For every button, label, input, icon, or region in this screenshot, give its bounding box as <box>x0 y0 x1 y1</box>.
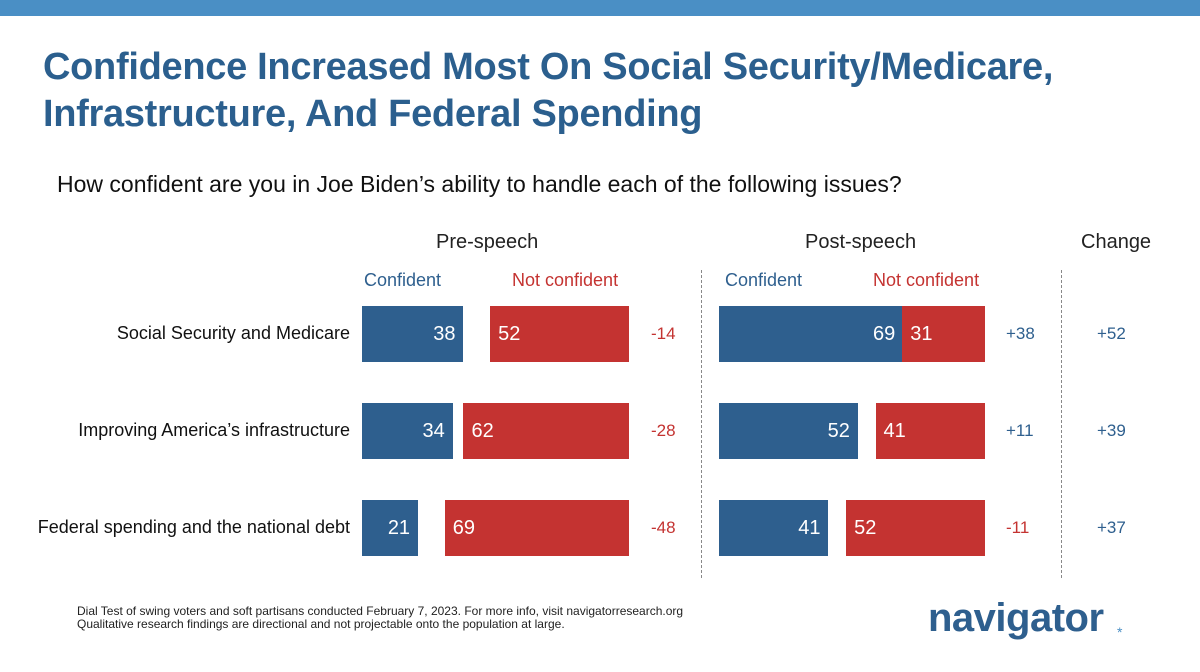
group-header-post: Post-speech <box>805 231 917 253</box>
bar-post-not-confident: 52 <box>846 500 985 556</box>
legend-pre-not-confident: Not confident <box>512 270 619 290</box>
post-net-label: -11 <box>1006 518 1030 537</box>
change-label: +37 <box>1097 518 1126 537</box>
bar-pre-confident: 34 <box>362 403 453 459</box>
row-label: Federal spending and the national debt <box>37 517 350 537</box>
bar-post-confident: 69 <box>719 306 904 362</box>
change-label: +39 <box>1097 421 1126 440</box>
bar-pre-not-confident: 62 <box>463 403 629 459</box>
top-accent-bar <box>0 0 1200 16</box>
row-label: Improving America’s infrastructure <box>78 420 350 440</box>
legend-post-not-confident: Not confident <box>873 270 980 290</box>
row-label: Social Security and Medicare <box>116 323 350 343</box>
bar-post-not-confident: 31 <box>902 306 985 362</box>
legend-post-confident: Confident <box>725 270 803 290</box>
navigator-logo: navigator <box>928 596 1104 640</box>
bar-post-confident: 52 <box>719 403 858 459</box>
group-header-change: Change <box>1081 231 1152 253</box>
pre-net-label: -28 <box>651 421 676 440</box>
bar-pre-confident: 38 <box>362 306 464 362</box>
legend-pre-confident: Confident <box>364 270 442 290</box>
logo-star-icon: * <box>1117 624 1123 640</box>
bar-pre-not-confident: 52 <box>490 306 629 362</box>
bar-pre-not-confident: 69 <box>444 500 629 556</box>
post-net-label: +38 <box>1006 324 1035 343</box>
divider-pre-post <box>701 270 702 578</box>
pre-net-label: -14 <box>651 324 676 343</box>
post-net-label: +11 <box>1006 421 1034 440</box>
bar-post-confident: 41 <box>719 500 829 556</box>
footnote: Dial Test of swing voters and soft parti… <box>77 605 683 631</box>
footnote-line-1: Dial Test of swing voters and soft parti… <box>77 604 684 618</box>
slide-title: Confidence Increased Most On Social Secu… <box>43 46 1054 135</box>
change-label: +52 <box>1097 324 1126 343</box>
bar-pre-confident: 21 <box>362 500 419 556</box>
divider-post-change <box>1061 270 1062 578</box>
footnote-line-2: Qualitative research findings are direct… <box>77 617 565 631</box>
survey-question: How confident are you in Joe Biden’s abi… <box>57 171 902 197</box>
bar-post-not-confident: 41 <box>875 403 985 459</box>
pre-net-label: -48 <box>651 518 676 537</box>
group-header-pre: Pre-speech <box>436 231 539 253</box>
